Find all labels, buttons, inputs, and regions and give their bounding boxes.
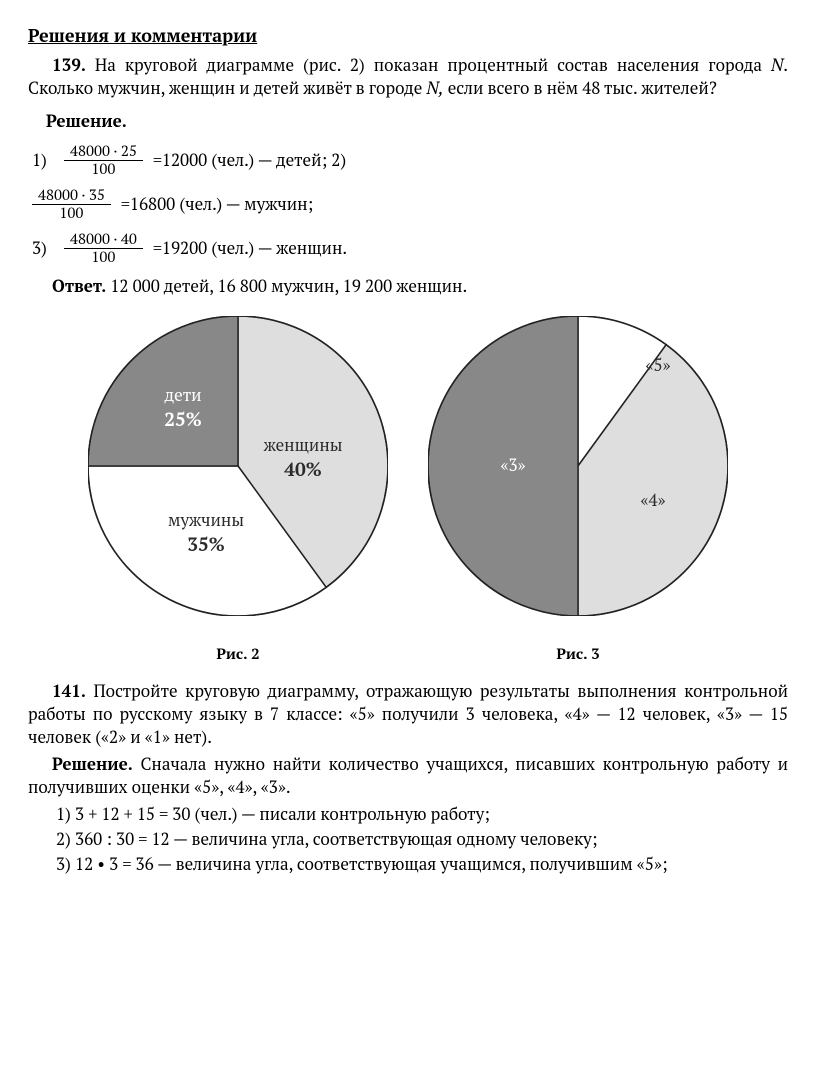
step-label: 3) — [32, 237, 54, 260]
answer-label: Ответ. — [52, 274, 106, 297]
fraction: 48000 · 40 100 — [64, 231, 143, 265]
step-2: 48000 · 35 100 =16800 (чел.) — мужчин; — [28, 187, 788, 221]
step-label: 1) — [32, 149, 54, 172]
svg-text:«5»: «5» — [645, 353, 670, 376]
problem-number: 141. — [52, 679, 86, 702]
list-item-1: 1) 3 + 12 + 15 = 30 (чел.) — писали конт… — [56, 803, 788, 826]
solution-label: Решение. — [46, 110, 788, 133]
section-title: Решения и комментарии — [28, 24, 788, 48]
solution-label: Решение. — [52, 752, 133, 775]
list-item-3: 3) 12 • 3 = 36 — величина угла, соответс… — [56, 853, 788, 876]
fraction: 48000 · 35 100 — [32, 187, 111, 221]
svg-text:25%: 25% — [164, 407, 202, 432]
svg-text:«3»: «3» — [500, 453, 525, 476]
charts-row: женщины40% мужчины35% дети25% «5» «4» «3» — [28, 316, 788, 616]
caption-2: Рис. 3 — [428, 644, 728, 664]
step-tail: =19200 (чел.) — женщин. — [153, 237, 347, 260]
step-tail: =16800 (чел.) — мужчин; — [121, 193, 313, 216]
svg-text:дети: дети — [164, 383, 201, 406]
list-item-2: 2) 360 : 30 = 12 — величина угла, соотве… — [56, 828, 788, 851]
step-1: 1) 48000 · 25 100 =12000 (чел.) — детей;… — [32, 143, 788, 177]
svg-text:«4»: «4» — [640, 488, 665, 511]
captions-row: Рис. 2 Рис. 3 — [28, 644, 788, 664]
svg-text:40%: 40% — [284, 457, 322, 482]
svg-text:мужчины: мужчины — [168, 508, 244, 531]
step-tail: =12000 (чел.) — детей; 2) — [153, 149, 346, 172]
problem-141: 141. Постройте круговую диаграмму, отраж… — [28, 680, 788, 749]
problem-number: 139. — [52, 53, 86, 76]
fraction: 48000 · 25 100 — [64, 143, 143, 177]
caption-1: Рис. 2 — [88, 644, 388, 664]
svg-text:35%: 35% — [187, 532, 225, 557]
step-3: 3) 48000 · 40 100 =19200 (чел.) — женщин… — [32, 231, 788, 265]
solution-141: Решение. Сначала нужно найти количество … — [28, 753, 788, 799]
problem-139: 139. На круговой диаграмме (рис. 2) пока… — [28, 54, 788, 100]
pie-chart-1: женщины40% мужчины35% дети25% — [88, 316, 388, 616]
pie-chart-2: «5» «4» «3» — [428, 316, 728, 616]
svg-text:женщины: женщины — [264, 433, 343, 456]
answer: Ответ. 12 000 детей, 16 800 мужчин, 19 2… — [28, 275, 788, 298]
